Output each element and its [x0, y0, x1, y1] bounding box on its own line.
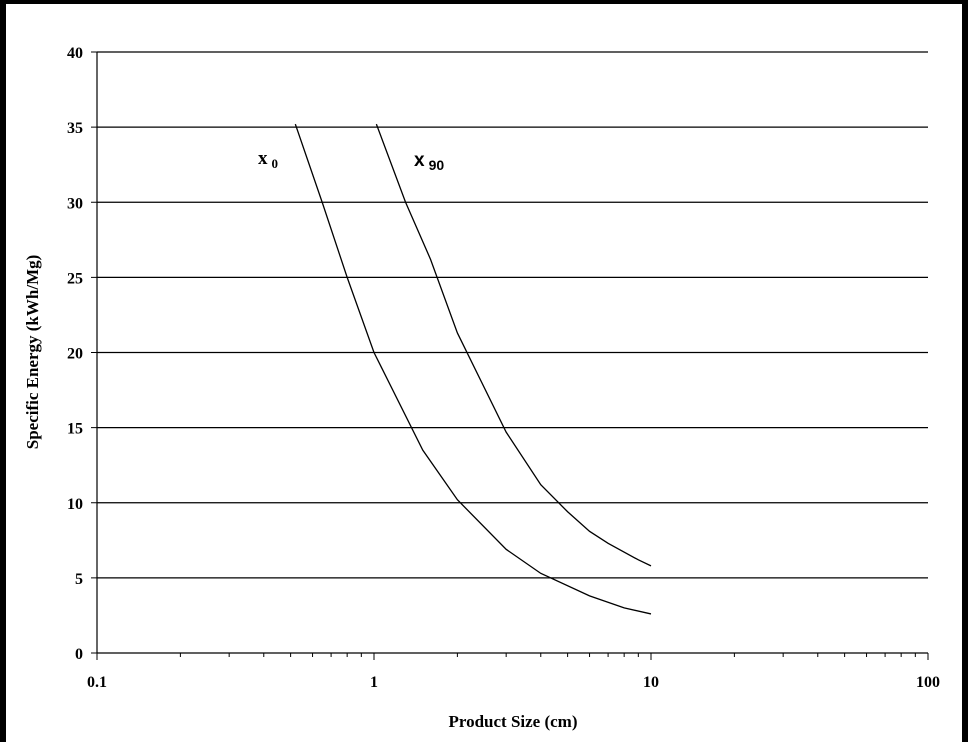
x-tick-label-10: 10: [643, 674, 659, 691]
y-tick-label-5: 5: [75, 571, 83, 588]
series-label-x90: x 90: [414, 150, 444, 173]
x-tick-label-1: 1: [370, 674, 378, 691]
y-tick-label-10: 10: [67, 496, 83, 513]
series-lines: [294, 123, 652, 615]
series-label-x0-main: x: [258, 148, 268, 169]
y-tick-label-20: 20: [67, 346, 83, 363]
y-tick-labels: 0 5 10 15 20 25 30 35 40: [67, 45, 83, 663]
y-tick-label-0: 0: [75, 646, 83, 663]
series-line-x90: [375, 123, 652, 567]
series-line-x0: [294, 123, 652, 615]
y-tick-label-15: 15: [67, 421, 83, 438]
x-tick-label-0.1: 0.1: [87, 674, 107, 691]
y-tick-label-40: 40: [67, 45, 83, 62]
x-tick-label-100: 100: [916, 674, 940, 691]
series-label-x90-sub: 90: [429, 157, 445, 173]
series-label-x0-sub: 0: [272, 156, 279, 171]
y-tick-label-30: 30: [67, 195, 83, 212]
x-axis-title: Product Size (cm): [448, 712, 577, 731]
axes: [91, 51, 929, 660]
gridlines: [97, 51, 928, 579]
x-tick-labels: 0.1 1 10 100: [87, 674, 940, 691]
y-tick-label-35: 35: [67, 120, 83, 137]
y-tick-label-25: 25: [67, 270, 83, 287]
y-axis-title: Specific Energy (kWh/Mg): [23, 255, 42, 450]
series-label-x90-main: x: [414, 150, 425, 171]
